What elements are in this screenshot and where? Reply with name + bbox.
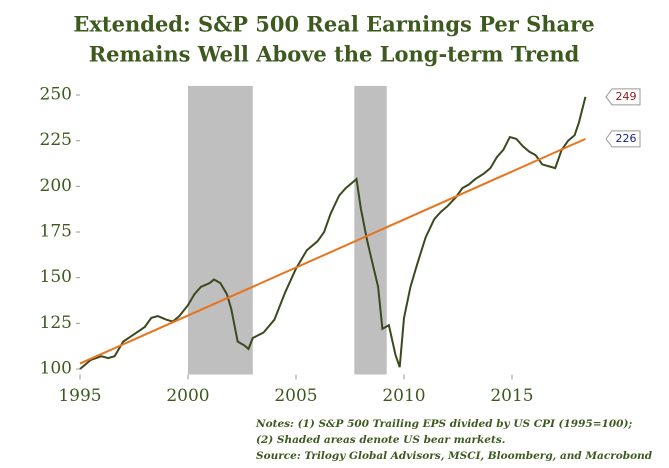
y-tick-label: 200 [40, 176, 72, 196]
note: (2) Shaded areas denote US bear markets. [256, 434, 505, 446]
end-label: 249 [616, 90, 637, 103]
y-tick-label: 100 [40, 359, 72, 379]
x-tick-label: 2005 [274, 386, 317, 406]
y-tick-label: 225 [40, 130, 72, 150]
series-line [79, 137, 586, 365]
series-line [79, 96, 587, 370]
chart-title: Remains Well Above the Long-term Trend [89, 42, 580, 67]
x-tick-label: 2000 [166, 386, 209, 406]
end-label-box [605, 88, 641, 106]
y-tick-label: 125 [40, 313, 72, 333]
x-tick-label: 2010 [382, 386, 425, 406]
x-tick-label: 2015 [490, 386, 533, 406]
note: Source: Trilogy Global Advisors, MSCI, B… [256, 450, 653, 462]
y-tick-label: 250 [40, 85, 72, 105]
y-tick-label: 175 [40, 222, 72, 242]
note: Notes: (1) S&P 500 Trailing EPS divided … [255, 418, 632, 430]
end-label-box [605, 130, 641, 148]
x-tick-label: 1995 [58, 386, 101, 406]
end-label: 226 [616, 132, 637, 145]
y-tick-label: 150 [40, 267, 72, 287]
bear-market-shade [188, 85, 253, 375]
chart-title: Extended: S&P 500 Real Earnings Per Shar… [73, 12, 594, 37]
